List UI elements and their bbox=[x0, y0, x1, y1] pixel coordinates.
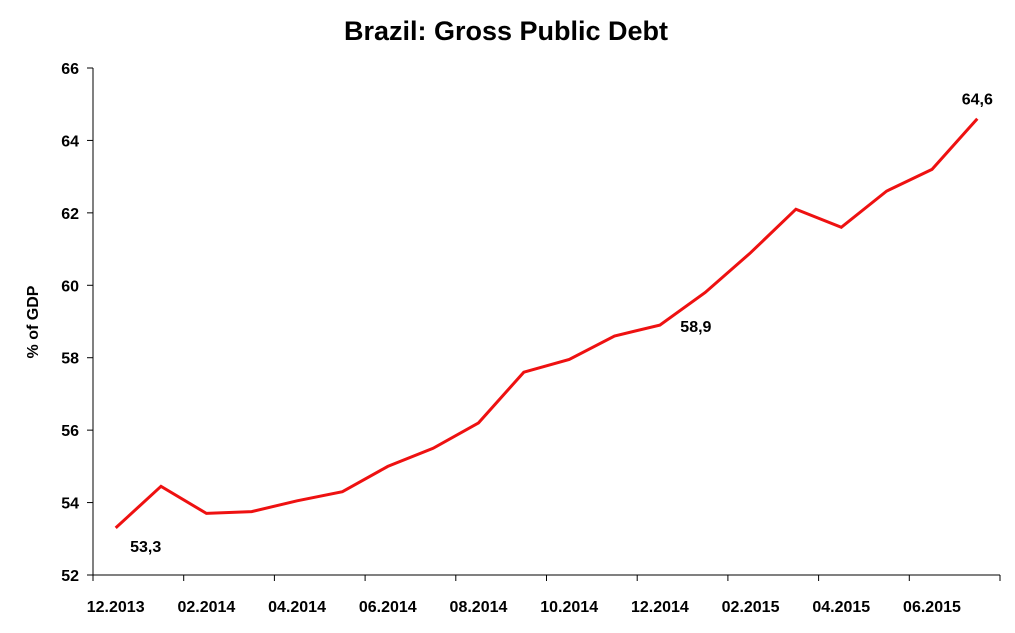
x-tick-label: 10.2014 bbox=[540, 599, 598, 616]
y-tick-label: 66 bbox=[61, 61, 79, 78]
chart-title: Brazil: Gross Public Debt bbox=[344, 16, 668, 46]
line-series bbox=[114, 117, 979, 530]
x-tick-label: 02.2015 bbox=[722, 599, 780, 616]
y-tick-label: 60 bbox=[61, 278, 79, 295]
y-tick-label: 64 bbox=[61, 133, 79, 150]
data-label: 64,6 bbox=[962, 92, 993, 109]
data-label: 53,3 bbox=[130, 539, 161, 556]
data-label: 58,9 bbox=[680, 319, 711, 336]
x-tick-label: 04.2015 bbox=[812, 599, 870, 616]
x-tick-label: 12.2014 bbox=[631, 599, 689, 616]
x-tick-label: 04.2014 bbox=[268, 599, 326, 616]
x-tick-label: 06.2014 bbox=[359, 599, 417, 616]
y-tick-label: 52 bbox=[61, 568, 79, 585]
x-tick-label: 12.2013 bbox=[87, 599, 145, 616]
y-tick-label: 58 bbox=[61, 351, 79, 368]
x-tick-label: 08.2014 bbox=[450, 599, 508, 616]
x-tick-label: 06.2015 bbox=[903, 599, 961, 616]
y-tick-label: 56 bbox=[61, 423, 79, 440]
y-tick-label: 54 bbox=[61, 496, 79, 513]
x-tick-label: 02.2014 bbox=[177, 599, 235, 616]
y-tick-label: 62 bbox=[61, 206, 79, 223]
y-axis-label: % of GDP bbox=[25, 285, 42, 358]
